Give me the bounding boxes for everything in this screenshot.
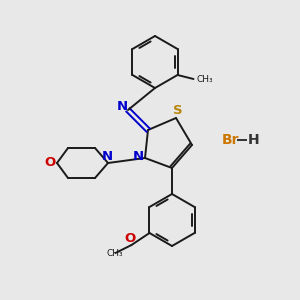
Text: O: O — [44, 157, 56, 169]
Text: O: O — [125, 232, 136, 245]
Text: N: N — [132, 151, 144, 164]
Text: CH₃: CH₃ — [196, 74, 213, 83]
Text: H: H — [248, 133, 260, 147]
Text: S: S — [173, 104, 183, 118]
Text: CH₃: CH₃ — [106, 250, 123, 259]
Text: N: N — [101, 151, 112, 164]
Text: N: N — [116, 100, 128, 113]
Text: Br: Br — [222, 133, 239, 147]
